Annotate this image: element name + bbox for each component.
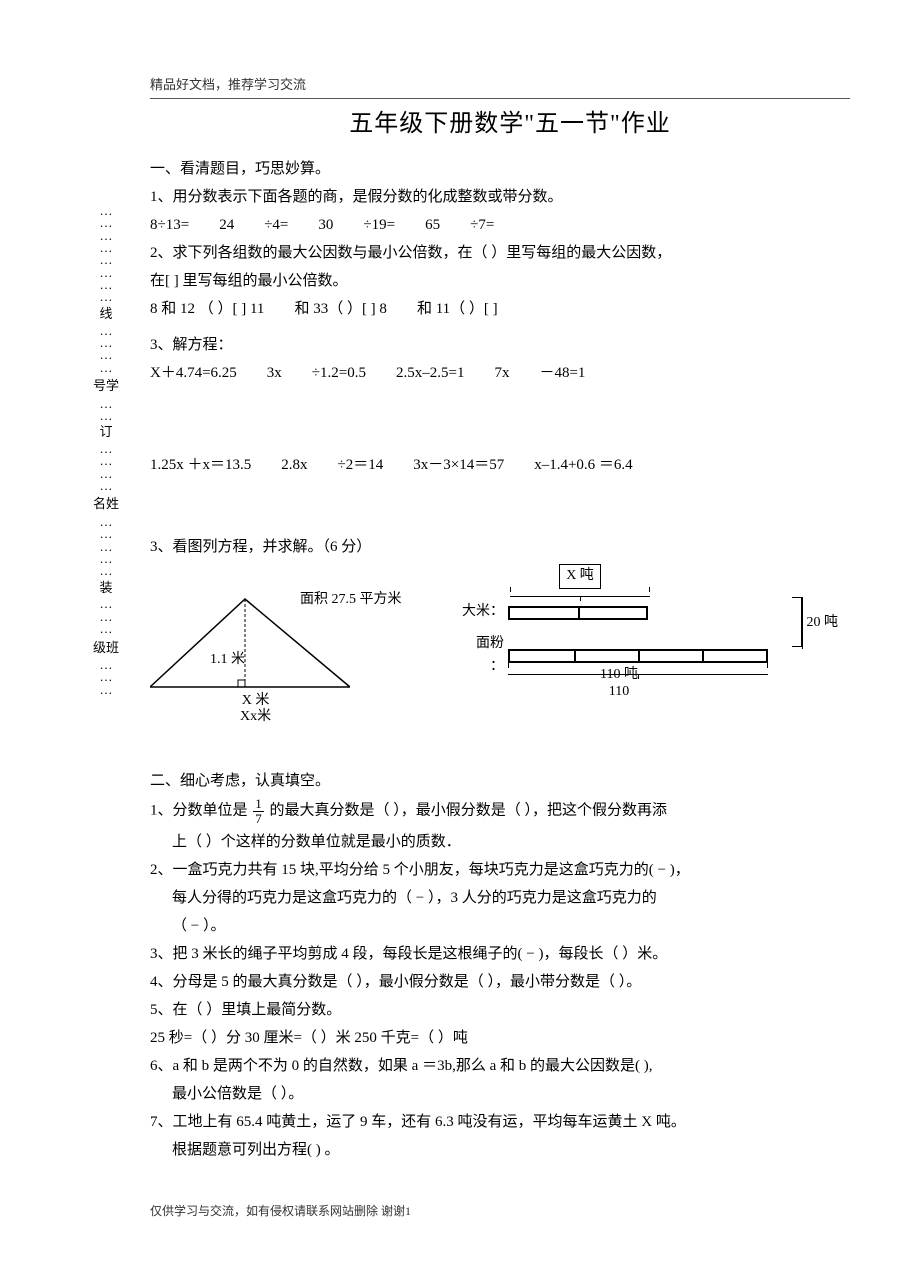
eq: 8÷13= [150, 213, 189, 237]
eq: ÷2＝14 [338, 453, 384, 477]
v110a: 110 吨 [600, 667, 638, 682]
twenty-brace [792, 597, 802, 647]
eq: 65 [425, 213, 440, 237]
frac-den: 7 [253, 812, 264, 826]
bottom-brace [508, 663, 768, 675]
eq: 7x [494, 361, 509, 385]
bar-diagram: X 吨 大米： 面粉 ： 20 吨 [400, 569, 790, 749]
q2-line3: 8 和 12 （ ）[ ] 11 和 33（ ）[ ] 8 和 11（ ）[ ] [150, 297, 870, 321]
eq: 1.25x ＋x＝13.5 [150, 453, 251, 477]
q2-1b: 上（ ）个这样的分数单位就是最小的质数． [150, 830, 870, 854]
flour-text: 面粉 [476, 636, 504, 651]
page-footer: 仅供学习与交流，如有侵权请联系网站删除 谢谢1 [150, 1202, 411, 1221]
pair: 和 33（ ）[ ] 8 [294, 297, 387, 321]
eq: 3x [267, 361, 282, 385]
q2-3: 3、把 3 米长的绳子平均剪成 4 段，每段长是这根绳子的( − )，每段长（ … [150, 942, 870, 966]
q3b-head: 3、看图列方程，并求解。（6 分） [150, 535, 870, 559]
margin-dots: …………… [76, 516, 136, 578]
margin-dots: ………… [76, 443, 136, 492]
pair: 和 11（ ）[ ] [417, 297, 498, 321]
margin-zhuang-char: 装 [76, 578, 136, 599]
q2-5b: 25 秒=（ ）分 30 厘米=（ ）米 250 千克=（ ）吨 [150, 1026, 870, 1050]
q2-6b: 最小公倍数是（ ）。 [150, 1082, 870, 1106]
q3-head: 3、解方程： [150, 333, 870, 357]
section-2-heading: 二、细心考虑，认真填空。 [150, 769, 870, 793]
eq: －48=1 [539, 361, 585, 385]
binding-margin: …………………… 线 ………… 号学 …… 订 ………… 名姓 …………… 装 … [76, 205, 136, 905]
worksheet-title: 五年级下册数学"五一节"作业 [150, 105, 870, 143]
margin-ding-char: 订 [76, 422, 136, 443]
top-brace [510, 587, 650, 597]
flour-bar [508, 649, 768, 663]
rice-label: 大米： [456, 601, 504, 623]
page-header: 精品好文档，推荐学习交流 [150, 75, 850, 99]
triangle-height-label: 1.1 米 [210, 649, 245, 671]
q2-line2: 在[ ] 里写每组的最小公倍数。 [150, 269, 870, 293]
triangle-base-label: X 米 Xx米 [240, 693, 271, 725]
q2-2c: （ − ）。 [150, 914, 870, 938]
eq: x–1.4+0.6 ＝6.4 [534, 453, 632, 477]
q2-2a: 2、一盒巧克力共有 15 块,平均分给 5 个小朋友，每块巧克力是这盒巧克力的(… [150, 858, 870, 882]
q2-line1: 2、求下列各组数的最大公因数与最小公倍数，在（ ）里写每组的最大公因数， [150, 241, 870, 265]
margin-dots: …… [76, 398, 136, 423]
twenty-ton-label: 20 吨 [802, 597, 839, 649]
v110b: 110 [609, 684, 629, 699]
x-line1: X 米 [242, 693, 270, 708]
margin-dots: ……… [76, 598, 136, 635]
eq: 3x－3×14＝57 [413, 453, 504, 477]
content-area: 五年级下册数学"五一节"作业 一、看清题目，巧思妙算。 1、用分数表示下面各题的… [150, 105, 870, 1166]
q3-row1: X＋4.74=6.25 3x ÷1.2=0.5 2.5x–2.5=1 7x －4… [150, 361, 870, 385]
margin-line-char: 线 [76, 304, 136, 325]
eq: ÷7= [470, 213, 494, 237]
triangle-svg [150, 597, 350, 697]
q2-7a: 7、工地上有 65.4 吨黄土，运了 9 车，还有 6.3 吨没有运，平均每车运… [150, 1110, 870, 1134]
q2-7b: 根据题意可列出方程( ) 。 [150, 1138, 870, 1162]
q2-5a: 5、在（ ）里填上最简分数。 [150, 998, 870, 1022]
frac-num: 1 [253, 797, 264, 812]
eq: 2.8x [281, 453, 307, 477]
q21b: 的最大真分数是（ ），最小假分数是（ ），把这个假分数再添 [270, 803, 668, 819]
margin-xingming: 名姓 [76, 496, 136, 512]
q1-text: 1、用分数表示下面各题的商，是假分数的化成整数或带分数。 [150, 185, 870, 209]
flour-colon: ： [490, 659, 504, 674]
eq: X＋4.74=6.25 [150, 361, 237, 385]
eq: ÷1.2=0.5 [312, 361, 366, 385]
flour-label: 面粉 ： [456, 633, 504, 678]
q1-equations: 8÷13= 24 ÷4= 30 ÷19= 65 ÷7= [150, 213, 870, 237]
eq: 24 [219, 213, 234, 237]
margin-xuehao: 号学 [76, 378, 136, 394]
bar-x-ton: X 吨 [520, 563, 640, 588]
fraction-1-7: 1 7 [253, 797, 264, 825]
margin-dots: …………………… [76, 205, 136, 304]
eq: 30 [318, 213, 333, 237]
margin-dots: ………… [76, 325, 136, 374]
q2-1: 1、分数单位是 1 7 的最大真分数是（ ），最小假分数是（ ），把这个假分数再… [150, 797, 870, 825]
x-line2: Xx米 [240, 709, 271, 724]
eq: ÷19= [363, 213, 395, 237]
q3b-figures: 面积 27.5 平方米 1.1 米 X 米 Xx米 X 吨 大米： [150, 569, 870, 749]
q2-4: 4、分母是 5 的最大真分数是（ ），最小假分数是（ ），最小带分数是（ ）。 [150, 970, 870, 994]
section-1-heading: 一、看清题目，巧思妙算。 [150, 157, 870, 181]
q2-6a: 6、a 和 b 是两个不为 0 的自然数，如果 a ＝3b,那么 a 和 b 的… [150, 1054, 870, 1078]
q2-2b: 每人分得的巧克力是这盒巧克力的（ − ），3 人分的巧克力是这盒巧克力的 [150, 886, 870, 910]
pair: 8 和 12 （ ）[ ] 11 [150, 297, 264, 321]
eq: ÷4= [264, 213, 288, 237]
margin-dots: ……… [76, 659, 136, 696]
triangle-figure: 面积 27.5 平方米 1.1 米 X 米 Xx米 [150, 569, 370, 729]
bar-row-rice: 大米： [456, 601, 648, 623]
x-ton-box: X 吨 [559, 564, 601, 588]
margin-banji: 级班 [76, 640, 136, 656]
rice-bar [508, 606, 648, 620]
label-110: 110 吨 110 [600, 667, 638, 701]
q21a: 1、分数单位是 [150, 803, 248, 819]
eq: 2.5x–2.5=1 [396, 361, 464, 385]
q3-row2: 1.25x ＋x＝13.5 2.8x ÷2＝14 3x－3×14＝57 x–1.… [150, 453, 870, 477]
